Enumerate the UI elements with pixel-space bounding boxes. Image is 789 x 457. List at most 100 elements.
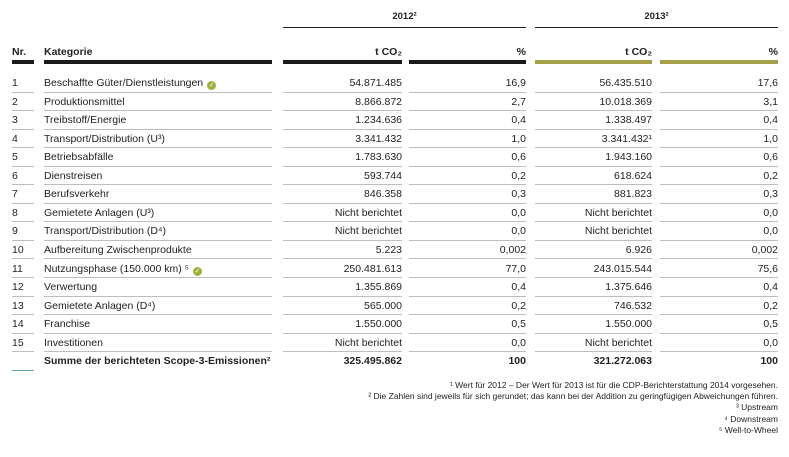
value-cell: 0,0 xyxy=(511,225,526,238)
row-number: 8 xyxy=(12,206,18,219)
value-cell: 243.015.544 xyxy=(593,262,652,275)
row-rule xyxy=(660,92,778,93)
value-cell: 8.866.872 xyxy=(355,95,402,108)
check-icon: ✓ xyxy=(193,266,203,276)
value-cell: 3.341.432¹ xyxy=(601,132,652,145)
value-cell: 1.550.000 xyxy=(355,318,402,331)
value-cell: 0,2 xyxy=(763,299,778,312)
value-cell: 0,0 xyxy=(511,336,526,349)
row-rule xyxy=(535,240,652,241)
value-cell: 0,5 xyxy=(763,318,778,331)
row-rule xyxy=(409,351,526,352)
row-rule xyxy=(535,184,652,185)
value-cell: 565.000 xyxy=(364,299,402,312)
value-cell: 0,3 xyxy=(511,188,526,201)
footnote: ⁵ Well-to-Wheel xyxy=(718,424,778,435)
footnote: ⁴ Downstream xyxy=(724,413,778,424)
row-rule xyxy=(409,203,526,204)
row-number: 12 xyxy=(12,281,24,294)
value-cell: 54.871.485 xyxy=(349,77,402,89)
category: Beschaffte Güter/Dienstleistungen ✓ xyxy=(44,77,217,90)
year-header: 2013² xyxy=(644,11,669,22)
row-rule xyxy=(12,296,34,297)
value-cell: 77,0 xyxy=(505,262,526,275)
row-rule xyxy=(535,221,652,222)
row-rule xyxy=(283,166,402,167)
row-rule xyxy=(535,333,652,334)
value-cell: 0,6 xyxy=(511,151,526,164)
value-cell: 1.234.636 xyxy=(355,114,402,127)
category: Gemietete Anlagen (U³) xyxy=(44,206,155,219)
category: Aufbereitung Zwischenprodukte xyxy=(44,243,192,256)
row-rule xyxy=(12,92,34,93)
row-rule xyxy=(44,147,272,148)
value-cell: 0,4 xyxy=(511,114,526,127)
category: Nutzungsphase (150.000 km) ⁵ ✓ xyxy=(44,262,203,276)
value-cell: 0,2 xyxy=(763,169,778,182)
row-rule xyxy=(535,277,652,278)
value-cell: 1,0 xyxy=(763,132,778,145)
row-rule xyxy=(409,221,526,222)
value-cell: 0,0 xyxy=(763,225,778,238)
row-rule xyxy=(12,110,34,111)
row-rule xyxy=(283,333,402,334)
footnote: ¹ Wert für 2012 – Der Wert für 2013 ist … xyxy=(449,380,778,390)
row-rule xyxy=(12,333,34,334)
category: Betriebsabfälle xyxy=(44,151,114,164)
row-number: 6 xyxy=(12,169,18,182)
total-value: 100 xyxy=(508,355,526,368)
row-rule xyxy=(660,296,778,297)
row-rule xyxy=(12,203,34,204)
row-rule xyxy=(409,129,526,130)
value-cell: Nicht berichtet xyxy=(334,206,402,219)
row-rule xyxy=(12,129,34,130)
row-rule xyxy=(44,110,272,111)
row-number: 11 xyxy=(12,262,23,275)
row-number: 4 xyxy=(12,132,18,145)
row-rule xyxy=(44,258,272,259)
category: Franchise xyxy=(44,318,91,331)
row-rule xyxy=(409,147,526,148)
header-bar xyxy=(535,60,652,64)
check-icon: ✓ xyxy=(207,81,217,90)
row-number: 7 xyxy=(12,188,18,201)
row-rule xyxy=(12,166,34,167)
category: Investitionen xyxy=(44,336,103,349)
header-bar xyxy=(283,60,402,64)
footnote: ² Die Zahlen sind jeweils für sich gerun… xyxy=(368,391,778,402)
row-number: 9 xyxy=(12,225,18,238)
total-value: 321.272.063 xyxy=(593,355,652,368)
row-rule xyxy=(409,333,526,334)
value-cell: 1.783.630 xyxy=(355,151,402,164)
value-cell: 1.550.000 xyxy=(605,318,652,331)
category: Transport/Distribution (U³) xyxy=(44,132,165,145)
year-rule xyxy=(535,27,778,28)
row-rule xyxy=(409,184,526,185)
value-cell: 0,6 xyxy=(763,151,778,164)
row-rule xyxy=(283,110,402,111)
row-rule xyxy=(660,166,778,167)
value-cell: 0,002 xyxy=(499,243,526,256)
row-rule xyxy=(535,92,652,93)
row-rule xyxy=(283,203,402,204)
value-cell: Nicht berichtet xyxy=(334,336,402,349)
row-rule xyxy=(409,240,526,241)
row-rule xyxy=(660,203,778,204)
row-rule xyxy=(283,147,402,148)
row-rule xyxy=(283,314,402,315)
year-rule xyxy=(283,27,526,28)
category: Verwertung xyxy=(44,281,98,294)
header-bar xyxy=(660,60,778,64)
value-cell: 593.744 xyxy=(364,169,402,182)
row-rule xyxy=(12,240,34,241)
row-rule xyxy=(283,277,402,278)
value-cell: 16,9 xyxy=(505,77,526,89)
row-number: 5 xyxy=(12,151,18,164)
row-rule xyxy=(409,277,526,278)
value-cell: 0,4 xyxy=(763,114,778,127)
row-rule xyxy=(283,129,402,130)
value-cell: 250.481.613 xyxy=(343,262,402,275)
row-rule xyxy=(44,277,272,278)
row-rule xyxy=(44,333,272,334)
